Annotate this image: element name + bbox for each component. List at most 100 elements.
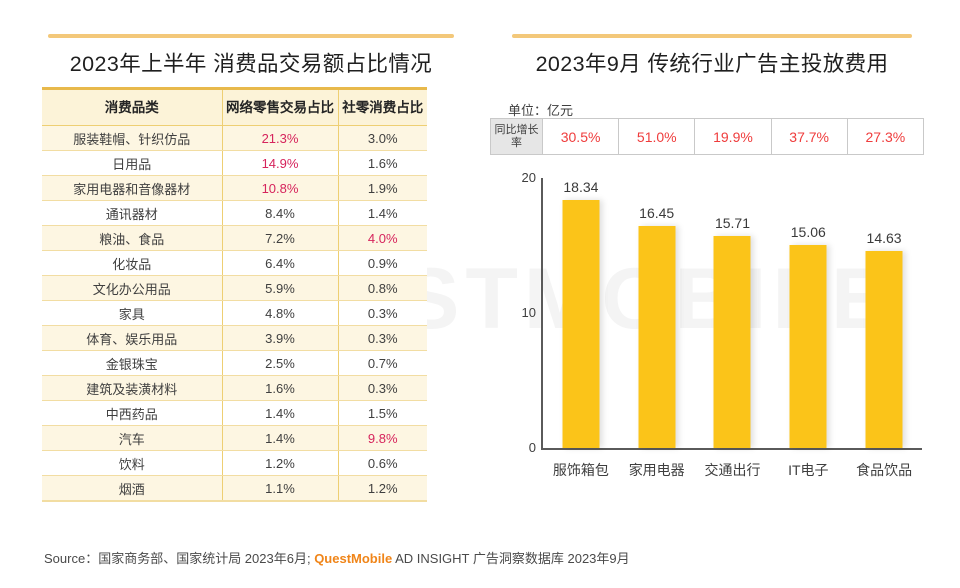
table-row: 建筑及装潢材料 1.6% 0.3% [42, 375, 427, 401]
cell-category: 服装鞋帽、针织仿品 [42, 125, 222, 151]
cell-category: 家具 [42, 300, 222, 326]
cell-online-share: 21.3% [221, 125, 338, 151]
table-row: 家用电器和音像器材 10.8% 1.9% [42, 175, 427, 201]
bar-value-label: 18.34 [563, 179, 599, 196]
cell-retail-share: 0.7% [337, 350, 427, 376]
table-row: 粮油、食品 7.2% 4.0% [42, 225, 427, 251]
x-axis-tick-label: 家用电器 [628, 462, 685, 478]
x-axis-tick-label: 食品饮品 [856, 462, 913, 478]
bar[interactable] [638, 225, 676, 448]
cell-online-share: 6.4% [221, 250, 338, 276]
cell-retail-share: 0.3% [337, 375, 427, 401]
cell-category: 文化办公用品 [42, 275, 222, 301]
table-row: 中西药品 1.4% 1.5% [42, 400, 427, 426]
cell-retail-share: 0.3% [337, 325, 427, 351]
table-row: 金银珠宝 2.5% 0.7% [42, 350, 427, 376]
consumer-goods-table-body: 服装鞋帽、针织仿品 21.3% 3.0% 日用品 14.9% 1.6% 家用电器… [42, 125, 427, 502]
growth-rate-value: 19.9% [694, 118, 772, 155]
bar[interactable] [713, 235, 751, 448]
y-axis-tick-label: 10 [521, 305, 536, 320]
cell-online-share: 3.9% [221, 325, 338, 351]
cell-retail-share: 1.9% [337, 175, 427, 201]
table-row: 体育、娱乐用品 3.9% 0.3% [42, 325, 427, 351]
cell-online-share: 1.4% [221, 400, 338, 426]
column-header-online-share: 网络零售交易占比 [221, 87, 339, 126]
bar-value-label: 15.06 [790, 223, 826, 240]
y-axis-tick-label: 20 [521, 170, 536, 185]
x-axis-tick-label: IT电子 [788, 462, 829, 478]
bar-column: 15.71 [695, 178, 771, 448]
cell-retail-share: 3.0% [337, 125, 427, 151]
cell-category: 化妆品 [42, 250, 222, 276]
cell-retail-share: 1.4% [337, 200, 427, 226]
table-row: 日用品 14.9% 1.6% [42, 150, 427, 176]
cell-category: 烟酒 [42, 475, 222, 502]
x-axis-tick-label: 交通出行 [704, 462, 761, 478]
cell-online-share: 1.4% [221, 425, 338, 451]
questmobile-brand: QuestMobile [314, 551, 393, 566]
bar-value-label: 16.45 [639, 204, 675, 221]
right-panel-title: 2023年9月 传统行业广告主投放费用 [535, 52, 889, 76]
bar[interactable] [865, 250, 903, 448]
table-row: 烟酒 1.1% 1.2% [42, 475, 427, 502]
cell-category: 饮料 [42, 450, 222, 476]
x-axis-labels: 服饰箱包 家用电器 交通出行 IT电子 食品饮品 [543, 460, 922, 484]
cell-online-share: 5.9% [221, 275, 338, 301]
cell-online-share: 4.8% [221, 300, 338, 326]
left-panel-title: 2023年上半年 消费品交易额占比情况 [69, 52, 433, 76]
growth-rate-table: 同比增长率 30.5% 51.0% 19.9% 37.7% 27.3% [490, 118, 925, 155]
growth-rate-value: 37.7% [770, 118, 848, 155]
column-header-category: 消费品类 [42, 87, 223, 126]
cell-retail-share: 0.3% [337, 300, 427, 326]
cell-category: 金银珠宝 [42, 350, 222, 376]
growth-rate-value: 30.5% [541, 118, 620, 155]
cell-retail-share: 1.5% [337, 400, 427, 426]
table-header-row: 消费品类 网络零售交易占比 社零消费占比 [42, 87, 427, 126]
table-row: 文化办公用品 5.9% 0.8% [42, 275, 427, 301]
cell-retail-share: 0.8% [337, 275, 427, 301]
consumer-goods-table: 消费品类 网络零售交易占比 社零消费占比 服装鞋帽、针织仿品 21.3% 3.0… [42, 87, 427, 502]
cell-category: 通讯器材 [42, 200, 222, 226]
bar[interactable] [562, 200, 600, 448]
table-row: 服装鞋帽、针织仿品 21.3% 3.0% [42, 125, 427, 151]
bar-value-label: 14.63 [866, 229, 902, 246]
cell-retail-share: 4.0% [337, 225, 427, 251]
growth-rate-row: 同比增长率 30.5% 51.0% 19.9% 37.7% 27.3% [490, 118, 925, 155]
cell-category: 体育、娱乐用品 [42, 325, 222, 351]
cell-online-share: 1.2% [221, 450, 338, 476]
right-panel-accent-rule [512, 34, 912, 38]
x-axis-line [541, 448, 922, 450]
cell-online-share: 1.6% [221, 375, 338, 401]
cell-category: 建筑及装潢材料 [42, 375, 222, 401]
cell-online-share: 1.1% [221, 475, 338, 502]
cell-category: 中西药品 [42, 400, 222, 426]
cell-category: 汽车 [42, 425, 222, 451]
bar-column: 15.06 [770, 178, 846, 448]
cell-online-share: 7.2% [221, 225, 338, 251]
growth-rate-value: 27.3% [846, 118, 925, 155]
cell-online-share: 8.4% [221, 200, 338, 226]
unit-label: 单位：亿元 [508, 103, 574, 118]
cell-online-share: 2.5% [221, 350, 338, 376]
left-panel-accent-rule [48, 34, 454, 38]
source-suffix: AD INSIGHT 广告洞察数据库 2023年9月 [392, 551, 630, 566]
cell-online-share: 10.8% [221, 175, 338, 201]
cell-category: 家用电器和音像器材 [42, 175, 222, 201]
cell-category: 日用品 [42, 150, 222, 176]
chart-plot-area: 18.34 16.45 15.71 15.06 14.63 [543, 178, 922, 448]
table-row: 通讯器材 8.4% 1.4% [42, 200, 427, 226]
bar[interactable] [789, 244, 827, 448]
table-row: 汽车 1.4% 9.8% [42, 425, 427, 451]
bar-column: 14.63 [846, 178, 922, 448]
bar-column: 18.34 [543, 178, 619, 448]
table-row: 家具 4.8% 0.3% [42, 300, 427, 326]
growth-rate-value: 51.0% [618, 118, 696, 155]
y-axis-line [541, 178, 543, 450]
bar-column: 16.45 [619, 178, 695, 448]
ad-spend-bar-chart: 20 10 0 18.34 16.45 15.71 15.06 14.63 服饰… [490, 168, 930, 488]
cell-retail-share: 9.8% [337, 425, 427, 451]
table-row: 化妆品 6.4% 0.9% [42, 250, 427, 276]
table-row: 饮料 1.2% 0.6% [42, 450, 427, 476]
x-axis-tick-label: 服饰箱包 [552, 462, 609, 478]
cell-category: 粮油、食品 [42, 225, 222, 251]
